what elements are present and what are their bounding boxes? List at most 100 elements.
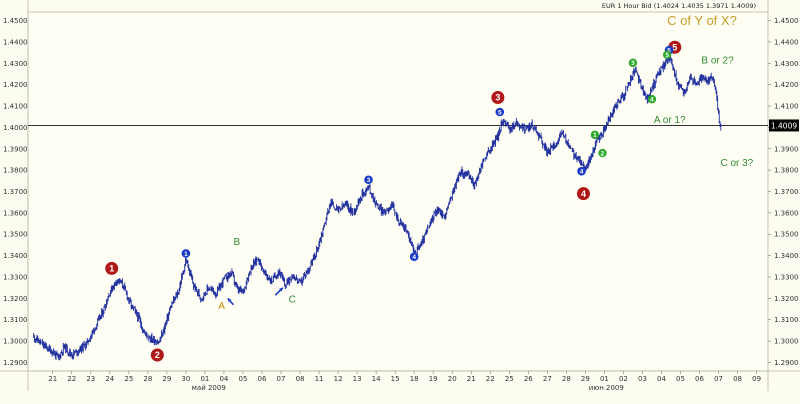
wave-primary-label: 1 <box>109 264 114 274</box>
x-tick-label: 05 <box>676 375 685 383</box>
wave-primary-label: 4 <box>581 189 586 199</box>
y-tick-label-left: 1.4100 <box>3 103 28 111</box>
x-tick-label: 08 <box>296 375 305 383</box>
x-tick-label: 02 <box>619 375 628 383</box>
wave-minor-marker <box>628 58 638 68</box>
x-month-label: июн 2009 <box>589 384 624 392</box>
x-tick-label: 29 <box>581 375 590 383</box>
wave-intermediate-marker <box>364 175 373 185</box>
wave-minor-label: 1 <box>593 132 597 139</box>
price-bars <box>33 54 722 361</box>
right-axis-strip <box>768 0 800 404</box>
x-tick-label: 07 <box>714 375 723 383</box>
y-tick-label-left: 1.3600 <box>3 209 28 217</box>
y-tick-label-left: 1.3400 <box>3 252 28 260</box>
y-tick-label-left: 1.4000 <box>3 124 28 132</box>
wave-intermediate-label: 1 <box>184 251 188 258</box>
x-tick-label: 08 <box>733 375 742 383</box>
x-tick-label: 27 <box>543 375 552 383</box>
wave-annotation: C or 3? <box>720 158 753 169</box>
wave-annotation: A or 1? <box>654 115 686 126</box>
x-tick-label: 30 <box>181 375 190 383</box>
wave-primary-label: 3 <box>495 93 500 103</box>
x-tick-label: 21 <box>48 375 57 383</box>
y-tick-label-left: 1.3300 <box>3 273 28 281</box>
x-tick-label: 24 <box>105 375 114 383</box>
x-tick-label: 12 <box>334 375 343 383</box>
x-tick-label: 21 <box>467 375 476 383</box>
x-tick-label: 03 <box>638 375 647 383</box>
wave-intermediate-label: 4 <box>412 254 416 261</box>
x-tick-label: 01 <box>600 375 609 383</box>
y-tick-label-right: 1.4300 <box>774 60 799 68</box>
y-tick-label-left: 1.4500 <box>3 17 28 25</box>
y-tick-label-left: 1.3200 <box>3 295 28 303</box>
y-tick-label-left: 1.3500 <box>3 231 28 239</box>
x-tick-label: 05 <box>239 375 248 383</box>
wave-minor-marker <box>662 50 672 59</box>
wave-primary-label: 5 <box>672 42 677 52</box>
x-tick-label: 28 <box>143 375 152 383</box>
chart-header: EUR 1 Hour Bid (1.4024 1.4035 1.3971 1.4… <box>602 2 756 10</box>
wave-primary-marker <box>105 261 119 275</box>
y-tick-label-right: 1.4400 <box>774 38 799 46</box>
x-tick-label: 06 <box>695 375 704 383</box>
y-tick-label-right: 1.4100 <box>774 103 799 111</box>
wave-primary-label: 2 <box>155 350 160 360</box>
wave-intermediate-marker <box>495 107 505 117</box>
x-tick-label: 25 <box>124 375 133 383</box>
y-tick-label-left: 1.4400 <box>3 38 28 46</box>
wave-minor-label: 2 <box>601 150 605 157</box>
y-tick-label-right: 1.3600 <box>774 209 799 217</box>
y-tick-label-right: 1.3700 <box>774 188 799 196</box>
wave-primary-marker <box>150 348 164 362</box>
arrow-head <box>227 298 232 303</box>
y-tick-label-right: 1.3800 <box>774 167 799 175</box>
y-tick-label-right: 1.3900 <box>774 145 799 153</box>
header-timeframe: 1 Hour <box>617 2 640 10</box>
wave-intermediate-label: 5 <box>498 109 502 116</box>
wave-minor-marker <box>598 148 607 158</box>
x-tick-label: 01 <box>200 375 209 383</box>
wave-minor-label: 5 <box>665 52 669 59</box>
wave-annotation: A <box>218 301 225 312</box>
arrow-head <box>279 287 283 292</box>
x-tick-label: 29 <box>162 375 171 383</box>
header-ohlc: (1.4024 1.4035 1.3971 1.4009) <box>653 2 756 10</box>
wave-intermediate-marker <box>577 166 586 176</box>
y-tick-label-right: 1.2900 <box>774 359 799 367</box>
x-tick-label: 25 <box>505 375 514 383</box>
x-month-label: май 2009 <box>192 384 226 392</box>
current-price-tag-label: 1.4009 <box>771 121 797 130</box>
y-tick-label-left: 1.3100 <box>3 316 28 324</box>
wave-annotation: C <box>289 295 296 306</box>
y-tick-label-left: 1.3000 <box>3 338 28 346</box>
x-tick-label: 07 <box>277 375 286 383</box>
y-tick-label-right: 1.4500 <box>774 17 799 25</box>
x-tick-label: 23 <box>86 375 95 383</box>
y-tick-label-left: 1.2900 <box>3 359 28 367</box>
y-tick-label-right: 1.3500 <box>774 231 799 239</box>
y-tick-label-right: 1.4200 <box>774 81 799 89</box>
x-tick-label: 15 <box>391 375 400 383</box>
y-tick-label-right: 1.3100 <box>774 316 799 324</box>
wave-annotation: B or 2? <box>701 55 734 66</box>
x-tick-label: 19 <box>429 375 438 383</box>
x-tick-label: 22 <box>67 375 76 383</box>
header-side: Bid <box>641 2 652 10</box>
x-tick-label: 14 <box>372 375 381 383</box>
x-tick-label: 06 <box>258 375 267 383</box>
plot-area <box>27 11 769 372</box>
wave-intermediate-label: 5 <box>667 47 671 54</box>
x-tick-label: 09 <box>752 375 761 383</box>
y-tick-label-left: 1.4200 <box>3 81 28 89</box>
y-tick-label-left: 1.4300 <box>3 60 28 68</box>
x-tick-label: 20 <box>448 375 457 383</box>
y-tick-label-left: 1.3700 <box>3 188 28 196</box>
wave-intermediate-label: 4 <box>580 169 584 176</box>
current-price-tag <box>769 119 799 132</box>
wave-primary-marker <box>576 187 590 201</box>
x-tick-label: 18 <box>410 375 419 383</box>
